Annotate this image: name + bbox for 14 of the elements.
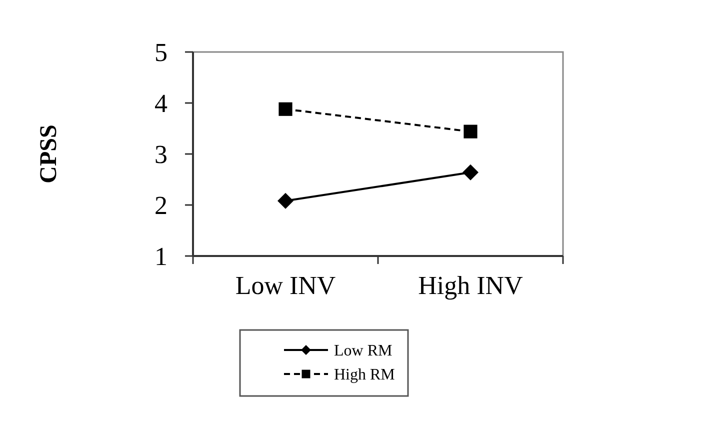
point [462,164,478,180]
point [278,192,294,209]
x-tick-label: High INV [418,271,524,300]
y-tick-label: 4 [154,89,168,118]
y-tick-label: 1 [154,242,168,272]
y-tick-label: 5 [154,38,168,68]
y-axis-title: CPSS [36,124,62,184]
y-tick-label: 3 [154,140,168,170]
point [464,124,478,138]
point [278,102,292,116]
legend-label: Low RM [334,342,392,360]
y-tick-label: 2 [154,191,168,220]
x-tick-label: Low INV [235,271,336,300]
legend-label: High RM [334,366,395,384]
